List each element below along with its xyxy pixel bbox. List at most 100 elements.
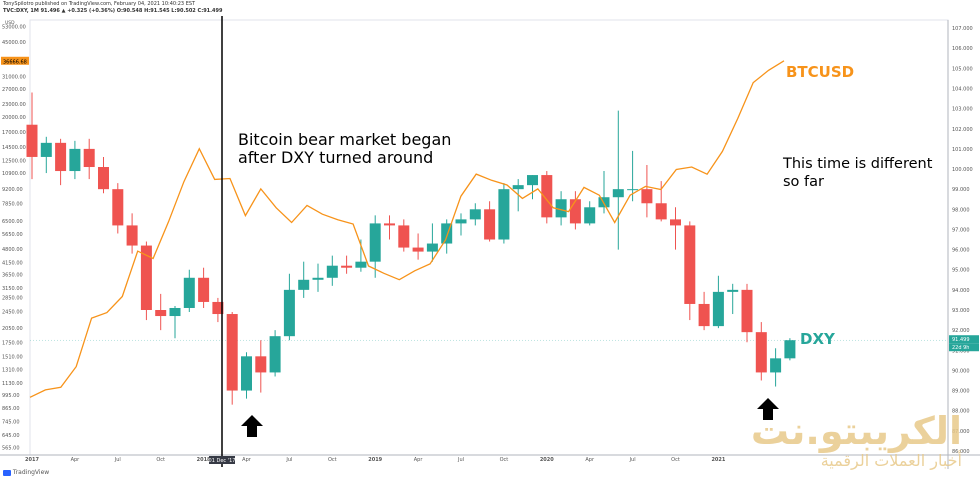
left-axis-tick-label: 3650.00	[2, 273, 23, 279]
left-axis-tick-label: 27000.00	[2, 87, 26, 93]
left-axis-tick-label: 14500.00	[2, 145, 26, 151]
right-axis-tick-label: 92.000	[952, 328, 970, 334]
right-axis-tick-label: 102.000	[952, 127, 973, 133]
dxy-candle	[255, 356, 267, 373]
right-axis-tick-label: 91.000	[952, 348, 970, 354]
right-axis-tick-label: 86.000	[952, 449, 970, 455]
dxy-candle	[698, 303, 710, 327]
left-axis-tick-label: 645.00	[2, 433, 20, 439]
left-axis-tick-label: 20000.00	[2, 115, 26, 121]
tradingview-logo: TradingView	[3, 469, 49, 476]
annotation-this-time: This time is different	[782, 156, 933, 172]
right-axis-tick-label: 95.000	[952, 268, 970, 274]
dxy-candle	[298, 279, 310, 290]
dxy-candle	[140, 245, 152, 310]
time-axis-tick-label: 2020	[540, 457, 554, 463]
left-axis-tick-label: 565.00	[2, 445, 20, 451]
annotation-bear-market: after DXY turned around	[238, 148, 433, 167]
dxy-candle	[426, 243, 438, 252]
time-axis-tick-label: Apr	[585, 457, 595, 463]
dec-2017-marker-badge	[209, 456, 235, 464]
dxy-candle	[126, 225, 138, 246]
right-axis-tick-label: 90.000	[952, 368, 970, 374]
dxy-price-badge	[949, 335, 979, 344]
dxy-candle	[98, 167, 109, 190]
dxy-candle	[198, 277, 210, 302]
dxy-candle	[627, 189, 639, 191]
dxy-candle	[312, 277, 324, 280]
left-axis-tick-label: 1130.00	[2, 381, 23, 387]
chart-header-line1: TonySpilotro published on TradingView.co…	[3, 1, 196, 7]
left-axis-tick-label: 745.00	[2, 420, 20, 426]
dxy-candle	[283, 289, 295, 337]
left-axis-tick-label: 2450.00	[2, 309, 23, 315]
dxy-candle	[26, 124, 38, 157]
dxy-candle	[784, 340, 796, 359]
time-axis-tick-label: Apr	[242, 457, 252, 463]
dxy-price-badge-label: 91.499	[952, 337, 970, 343]
left-axis-tick-label: 10900.00	[2, 171, 26, 177]
watermark-title: الكريبتو.نت	[750, 409, 962, 453]
right-axis-tick-label: 103.000	[952, 107, 973, 113]
left-axis-tick-label: 1510.00	[2, 354, 23, 360]
tradingview-brand: TradingView	[12, 469, 50, 476]
dxy-candle	[226, 314, 238, 391]
left-axis-tick-label: 3150.00	[2, 286, 23, 292]
left-axis-tick-label: 1310.00	[2, 367, 23, 373]
watermark: الكريبتو.نت أخبار العملات الرقمية	[751, 411, 962, 470]
right-axis-tick-label: 87.000	[952, 429, 970, 435]
time-axis-tick-label: 2019	[368, 457, 382, 463]
dxy-candle	[584, 207, 596, 224]
dxy-candle	[512, 185, 524, 190]
annotation-bear-market: Bitcoin bear market began	[238, 130, 451, 149]
left-axis-tick-label: 2850.00	[2, 295, 23, 301]
left-axis-tick-label: 6500.00	[2, 219, 23, 225]
right-axis-tick-label: 106.000	[952, 46, 973, 52]
left-axis-tick-label: 2050.00	[2, 326, 23, 332]
time-axis-tick-label: 2018	[197, 457, 211, 463]
time-axis-tick-label: 2021	[711, 457, 725, 463]
right-axis-tick-label: 94.000	[952, 288, 970, 294]
dxy-candle	[469, 209, 481, 220]
btc-price-badge-label: 36666.68	[3, 59, 27, 65]
dxy-candle	[441, 223, 453, 244]
left-axis-tick-label: 865.00	[2, 406, 20, 412]
right-axis-tick-label: 89.000	[952, 389, 970, 395]
dec-2017-marker-label: 01 Dec '17	[209, 458, 236, 464]
dxy-candle	[212, 301, 224, 315]
time-axis-tick-label: Apr	[71, 457, 81, 463]
dxy-candle	[555, 199, 567, 218]
dxy-candle	[527, 175, 538, 186]
time-axis-tick-label: Oct	[328, 457, 337, 463]
left-axis-tick-label: 53000.00	[2, 25, 26, 31]
right-axis-tick-label: 105.000	[952, 66, 973, 72]
time-axis-tick-label: Apr	[414, 457, 424, 463]
dxy-candle	[655, 203, 667, 220]
right-axis-tick-label: 104.000	[952, 86, 973, 92]
time-axis-tick-label: Jul	[285, 457, 292, 463]
up-arrow-icon	[241, 415, 263, 437]
left-axis-tick-label: 7850.00	[2, 202, 23, 208]
dxy-candle	[670, 219, 681, 226]
right-axis-tick-label: 93.000	[952, 308, 970, 314]
left-axis-tick-label: 4150.00	[2, 261, 23, 267]
right-axis-tick-label: 99.000	[952, 187, 970, 193]
dxy-time-badge	[949, 343, 979, 352]
btc-price-badge	[1, 56, 29, 65]
dxy-candle	[712, 291, 724, 327]
dxy-candle	[641, 189, 653, 204]
dxy-candle	[484, 209, 496, 240]
up-arrow-icon	[757, 398, 779, 420]
dxy-candle	[541, 175, 553, 218]
dxy-candle	[569, 199, 581, 224]
dxy-candle	[112, 189, 124, 226]
dxy-candle	[326, 265, 338, 278]
btcusd-label: BTCUSD	[786, 63, 854, 81]
left-axis-tick-label: 5650.00	[2, 232, 23, 238]
dxy-candle	[384, 223, 395, 226]
time-axis-tick-label: Jul	[457, 457, 464, 463]
time-axis-tick-label: Oct	[156, 457, 165, 463]
dxy-candle	[455, 219, 467, 224]
right-axis-tick-label: 98.000	[952, 207, 970, 213]
